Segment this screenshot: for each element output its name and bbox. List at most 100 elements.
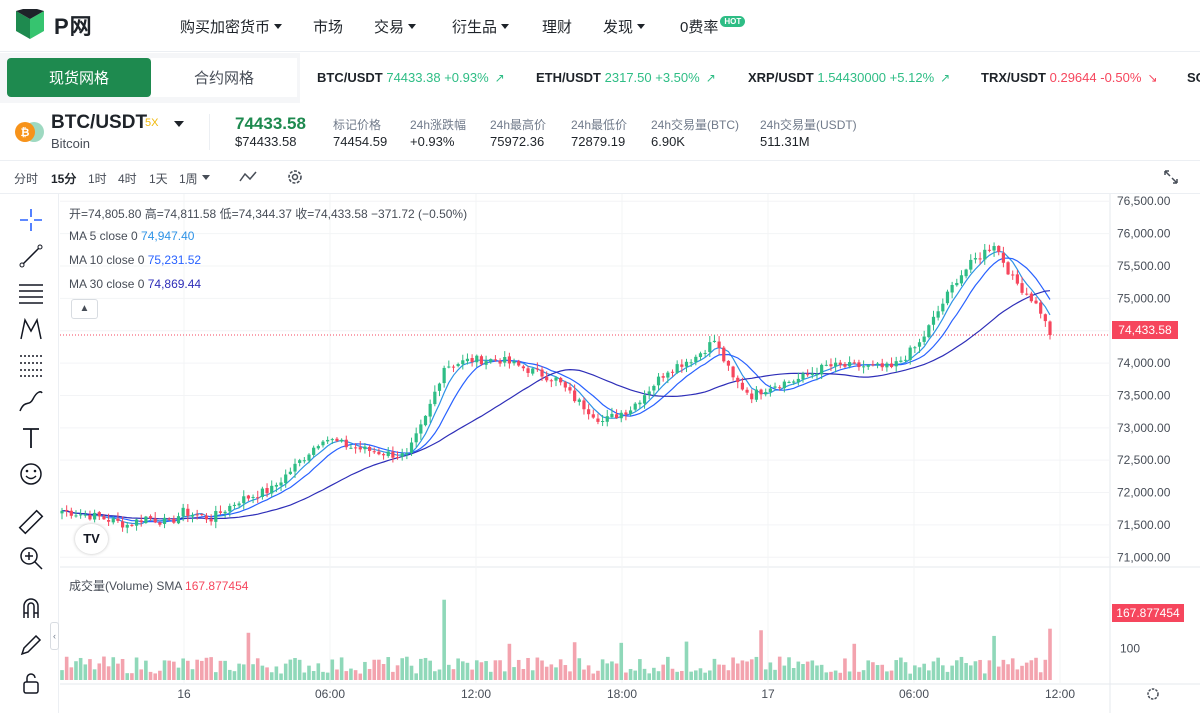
candle <box>419 419 423 440</box>
candle <box>773 382 777 390</box>
zoom-in-icon[interactable] <box>17 544 45 572</box>
fib-levels-icon[interactable] <box>17 351 45 379</box>
candle <box>228 503 232 517</box>
candle-body <box>344 439 348 448</box>
emoji-icon[interactable] <box>17 460 45 488</box>
candle <box>456 362 460 368</box>
nav-trade[interactable]: 交易 <box>374 16 417 37</box>
volume-bar <box>871 662 875 680</box>
candle <box>97 510 101 521</box>
candle <box>186 504 190 523</box>
horizontal-lines-icon[interactable] <box>17 279 45 307</box>
volume-bar <box>377 659 381 680</box>
y-tick-label: 75,000.00 <box>1117 291 1171 305</box>
lock-pencil-icon[interactable] <box>17 631 45 659</box>
crosshair-icon[interactable] <box>17 206 45 234</box>
candle <box>820 363 824 380</box>
volume-bar <box>274 666 279 680</box>
timeframe-1h[interactable]: 1时 <box>88 172 107 186</box>
candle <box>941 298 945 315</box>
candle-body <box>698 353 703 358</box>
ticker-item-eth[interactable]: ETH/USDT 2317.50 +3.50% ↗ <box>536 70 716 85</box>
ticker-item-xrp[interactable]: XRP/USDT 1.54430000 +5.12% ↗ <box>748 70 951 85</box>
collapse-toolbar-chevron-icon[interactable]: ‹ <box>50 622 59 650</box>
ruler-icon[interactable] <box>17 508 45 536</box>
y-tick-label: 71,500.00 <box>1117 518 1171 532</box>
candle-body <box>405 453 409 455</box>
candle-body <box>647 391 651 395</box>
candle-body <box>950 285 954 293</box>
volume-bar <box>269 672 274 680</box>
pair-symbol[interactable]: BTC/USDT <box>51 112 148 133</box>
candle <box>587 404 591 420</box>
text-tool-icon[interactable] <box>17 424 45 452</box>
nav-buy-crypto[interactable]: 购买加密货币 <box>180 16 283 37</box>
tab-spot-grid[interactable]: 现货网格 <box>7 58 151 97</box>
nav-markets[interactable]: 市场 <box>313 19 344 36</box>
volume-bar <box>516 659 521 680</box>
volume-bar <box>162 660 167 680</box>
candle-body <box>507 356 511 364</box>
stat-label-low: 24h最低价 <box>571 118 628 132</box>
stat-label-change: 24h涨跌幅 <box>410 118 467 132</box>
candle <box>684 358 689 373</box>
candle-body <box>680 364 684 367</box>
chart-type-icon[interactable] <box>238 170 258 184</box>
brush-icon[interactable] <box>17 387 45 415</box>
nav-earn[interactable]: 理财 <box>542 19 573 36</box>
top-navigation: P网 购买加密货币 市场 交易 衍生品 理财 发现 0费率 HOT <box>0 0 1200 52</box>
candle-body <box>195 514 199 516</box>
candle <box>708 336 712 358</box>
volume-bar <box>628 668 633 680</box>
candle-body <box>806 374 810 376</box>
fullscreen-icon[interactable] <box>1163 169 1179 185</box>
ma30-line <box>61 290 1051 520</box>
candle <box>596 413 600 425</box>
tab-futures-grid[interactable]: 合约网格 <box>151 58 297 97</box>
nav-zero-fee[interactable]: 0费率 HOT <box>680 16 746 37</box>
volume-bar <box>815 665 819 680</box>
candle <box>377 448 381 456</box>
tradingview-logo[interactable]: TV <box>75 524 108 554</box>
ticker-item-sol[interactable]: SO <box>1187 70 1200 85</box>
axis-settings-gear-icon[interactable] <box>1147 688 1159 700</box>
candle-body <box>582 400 586 410</box>
candle <box>1011 270 1015 280</box>
candle <box>573 384 577 403</box>
candle <box>475 354 479 368</box>
volume-bar <box>316 663 321 680</box>
lock-icon[interactable] <box>17 669 45 697</box>
volume-bar <box>325 672 330 680</box>
candle-body <box>843 363 847 367</box>
candle <box>302 457 306 464</box>
settings-gear-icon[interactable] <box>286 168 304 186</box>
volume-bar <box>321 671 325 680</box>
stat-value-change: +0.93% <box>410 134 455 149</box>
nav-derivatives[interactable]: 衍生品 <box>452 16 510 37</box>
volume-bar <box>293 658 297 680</box>
candle-body <box>778 387 782 389</box>
pair-selector-chevron-icon[interactable] <box>174 121 184 127</box>
timeframe-1w[interactable]: 1周 <box>179 170 210 187</box>
candle <box>176 512 181 525</box>
trend-line-icon[interactable] <box>17 242 45 270</box>
divider <box>209 114 210 150</box>
ticker-item-btc[interactable]: BTC/USDT 74433.38 +0.93% ↗ <box>317 70 505 85</box>
price-chart[interactable]: 76,500.0076,000.0075,500.0075,000.0074,5… <box>60 194 1200 713</box>
nav-discover[interactable]: 发现 <box>603 16 646 37</box>
timeframe-15m[interactable]: 15分 <box>51 172 77 186</box>
pattern-icon[interactable] <box>17 315 45 343</box>
volume-bar <box>60 670 64 680</box>
timeframe-4h[interactable]: 4时 <box>118 172 137 186</box>
last-price: 74433.58 <box>235 114 306 133</box>
logo[interactable]: P网 <box>14 9 93 41</box>
candle <box>74 510 78 518</box>
candle-body <box>750 393 754 400</box>
collapse-legend-chevron-up-icon[interactable]: ▲ <box>71 299 98 319</box>
ma10-legend: MA 10 close 0 75,231.52 <box>69 253 202 267</box>
timeframe-1d[interactable]: 1天 <box>149 172 168 186</box>
magnet-icon[interactable] <box>17 594 45 622</box>
ticker-item-trx[interactable]: TRX/USDT 0.29644 -0.50% ↘ <box>981 70 1158 85</box>
timeframe-time[interactable]: 分时 <box>14 172 39 186</box>
volume-bar <box>680 670 684 680</box>
